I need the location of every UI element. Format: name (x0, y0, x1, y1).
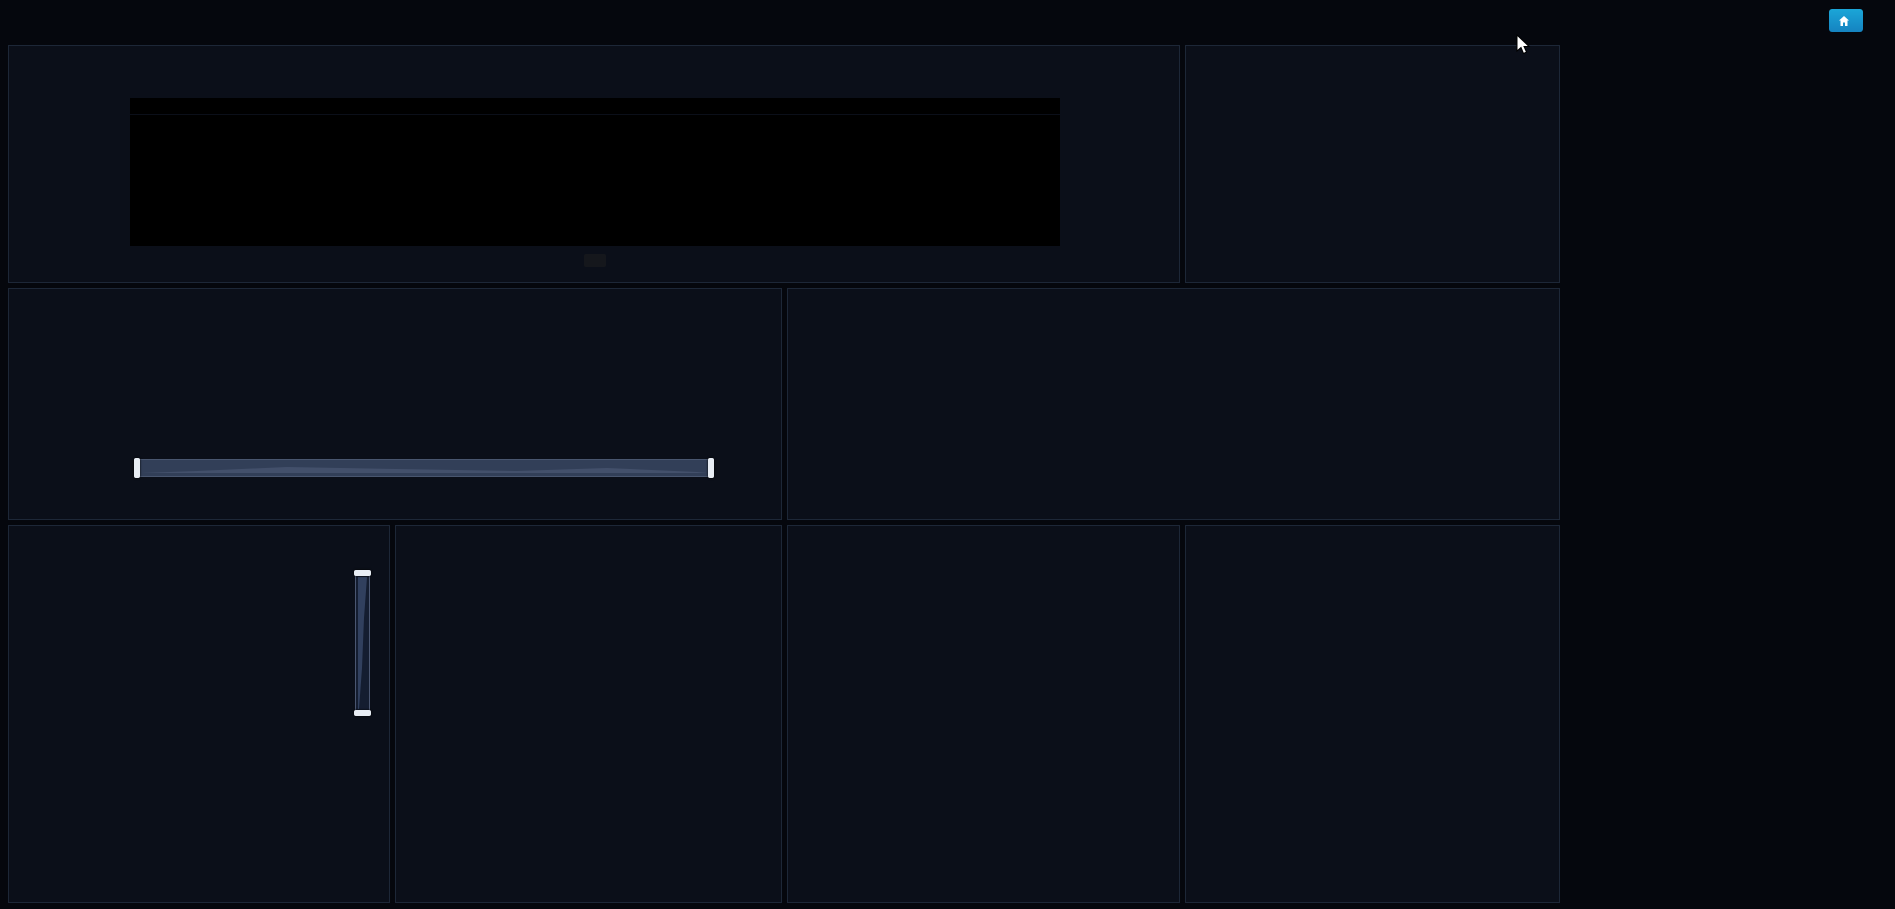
panel-radar (1185, 45, 1560, 283)
ranking-chart (9, 566, 391, 741)
panel-title (9, 46, 1179, 59)
panel-title (9, 526, 389, 539)
panel-title (788, 289, 1559, 302)
datazoom-slider-x[interactable] (134, 458, 714, 478)
panel-ranking (8, 525, 390, 903)
panel-title (788, 526, 1179, 539)
year-area-chart (396, 566, 783, 766)
row-1 (8, 45, 1560, 283)
panel-supply (787, 525, 1180, 903)
datazoom-handle-right[interactable] (708, 458, 714, 478)
treemap-breadcrumb[interactable] (584, 254, 606, 267)
panel-title (396, 526, 781, 539)
panel-decoration (1185, 525, 1560, 903)
datazoom-slider-y[interactable] (354, 570, 371, 716)
treemap-root-bar[interactable] (130, 98, 1060, 114)
topbar (0, 0, 1895, 42)
home-icon (1839, 15, 1849, 26)
datazoom-handle-top[interactable] (354, 570, 371, 576)
datazoom-handle-left[interactable] (134, 458, 140, 478)
row-3 (8, 525, 1560, 903)
datazoom-handle-bottom[interactable] (354, 710, 371, 716)
combo-chart (788, 341, 1561, 516)
panel-scatter (8, 288, 782, 520)
panel-year-area (395, 525, 782, 903)
panel-title (1186, 46, 1559, 59)
funnel-chart (1186, 566, 1561, 816)
treemap-chart (130, 98, 1060, 270)
panel-treemap (8, 45, 1180, 283)
panel-combo (787, 288, 1560, 520)
dashboard (8, 45, 1560, 908)
mouse-cursor (1516, 34, 1531, 55)
treemap-body (130, 115, 1060, 246)
supply-rose-chart (788, 566, 1181, 826)
radar-chart (1187, 78, 1560, 250)
row-2 (8, 288, 1560, 520)
home-button[interactable] (1829, 9, 1863, 32)
panel-title (1186, 526, 1559, 539)
panel-title (9, 289, 781, 302)
scatter-chart (9, 327, 783, 459)
